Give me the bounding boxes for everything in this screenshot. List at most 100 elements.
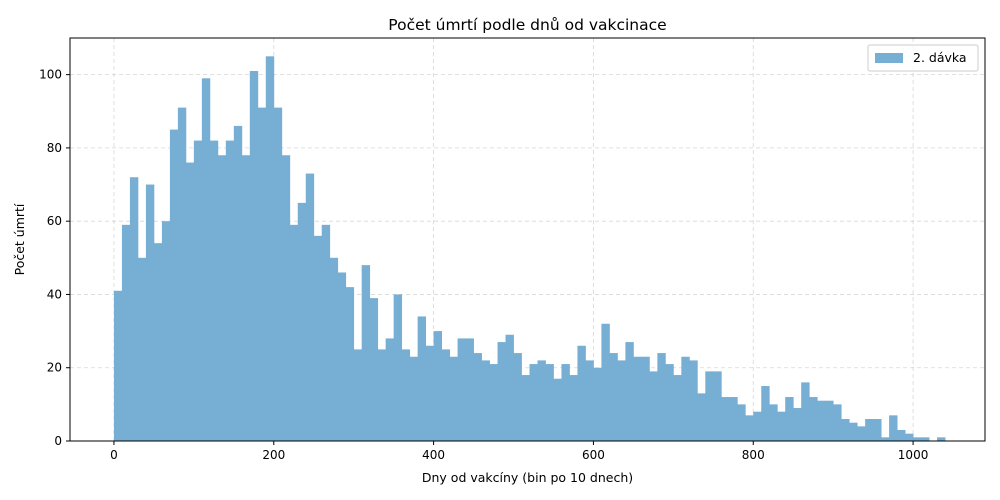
histogram-bar: [545, 364, 554, 441]
y-axis-ticks: 0 20 40 60 80 100: [39, 68, 70, 448]
chart-title: Počet úmrtí podle dnů od vakcinace: [388, 16, 666, 34]
histogram-bar: [913, 437, 922, 441]
histogram-bar: [889, 415, 898, 441]
y-tick-label: 20: [47, 361, 62, 375]
bars: [113, 56, 946, 442]
histogram-bar: [449, 356, 458, 441]
x-axis-title: Dny od vakcíny (bin po 10 dnech): [422, 470, 633, 485]
x-axis-ticks: 0 200 400 600 800 1000: [110, 441, 928, 462]
histogram-bar: [665, 364, 674, 441]
histogram-bar: [641, 356, 650, 441]
histogram-bar: [121, 224, 131, 441]
histogram-bar: [681, 356, 690, 441]
histogram-bar: [793, 408, 802, 441]
histogram-bar: [737, 404, 746, 441]
histogram-bar: [577, 345, 586, 441]
histogram-bar: [273, 107, 283, 441]
histogram-bar: [225, 140, 235, 441]
histogram-bar: [713, 371, 722, 441]
histogram-bar: [385, 338, 395, 441]
histogram-bar: [417, 316, 427, 441]
histogram-bar: [745, 415, 754, 441]
histogram-bar: [833, 404, 842, 441]
histogram-bar: [937, 437, 946, 441]
histogram-bar: [505, 334, 514, 441]
histogram-bar: [185, 162, 195, 441]
histogram-bar: [497, 342, 506, 441]
histogram-bar: [265, 56, 275, 442]
histogram-bar: [409, 356, 419, 441]
legend-swatch: [875, 53, 903, 63]
y-tick-label: 100: [39, 68, 62, 82]
histogram-bar: [217, 155, 227, 441]
histogram-bar: [553, 378, 562, 441]
histogram-bar: [441, 349, 450, 441]
histogram-bar: [857, 426, 866, 441]
histogram-bar: [849, 422, 858, 441]
histogram-bar: [785, 397, 794, 441]
y-axis-title: Počet úmrtí: [12, 203, 27, 275]
histogram-bar: [433, 331, 442, 441]
histogram-bar: [313, 235, 323, 441]
histogram-bar: [801, 382, 810, 441]
histogram-bar: [897, 430, 906, 441]
histogram-bar: [129, 177, 139, 441]
histogram-bar: [585, 360, 594, 441]
legend: 2. dávka: [867, 44, 979, 72]
histogram-bar: [777, 411, 786, 441]
axes: [69, 37, 986, 442]
histogram-bar: [457, 338, 466, 441]
legend-label: 2. dávka: [913, 50, 967, 65]
histogram-bar: [201, 78, 211, 442]
histogram-bar: [593, 367, 602, 441]
histogram-bar: [921, 437, 930, 441]
histogram-bar: [617, 360, 626, 441]
histogram-bar: [329, 257, 339, 441]
histogram-bar: [881, 437, 890, 441]
histogram-bar: [841, 419, 850, 441]
histogram-bar: [601, 323, 610, 441]
histogram-bar: [753, 411, 762, 441]
histogram-bar: [689, 360, 698, 441]
histogram-bar: [625, 342, 634, 441]
histogram-bar: [193, 140, 203, 441]
histogram-bar: [521, 375, 530, 441]
histogram-bar: [513, 353, 522, 441]
histogram-bar: [305, 173, 315, 441]
histogram-bar: [249, 70, 259, 442]
histogram-bar: [817, 400, 826, 441]
histogram-bar: [353, 349, 363, 441]
histogram-bar: [721, 397, 730, 441]
histogram-bar: [489, 364, 498, 441]
histogram-bar: [257, 107, 267, 441]
histogram-bar: [569, 375, 578, 441]
histogram-bar: [905, 433, 914, 441]
histogram-bar: [401, 349, 411, 441]
y-tick-label: 60: [47, 214, 62, 228]
histogram-bar: [345, 287, 355, 441]
x-tick-label: 400: [422, 448, 445, 462]
histogram-bar: [761, 386, 770, 441]
histogram-bar: [233, 125, 243, 441]
histogram-bar: [369, 298, 379, 441]
histogram-bar: [729, 397, 738, 441]
x-tick-label: 800: [742, 448, 765, 462]
histogram-bar: [633, 356, 642, 441]
histogram-bar: [393, 294, 403, 441]
histogram-bar: [281, 155, 291, 441]
histogram-bar: [649, 371, 658, 441]
histogram-bar: [337, 272, 347, 441]
y-tick-label: 80: [47, 141, 62, 155]
histogram-bar: [705, 371, 714, 441]
histogram-bar: [169, 129, 179, 441]
histogram-bar: [209, 140, 219, 441]
histogram-bar: [657, 353, 666, 441]
histogram-bar: [865, 419, 874, 441]
histogram-bar: [529, 364, 538, 441]
histogram-bar: [153, 243, 163, 441]
x-tick-label: 600: [582, 448, 605, 462]
histogram-bar: [297, 202, 307, 441]
histogram-bar: [321, 224, 331, 441]
